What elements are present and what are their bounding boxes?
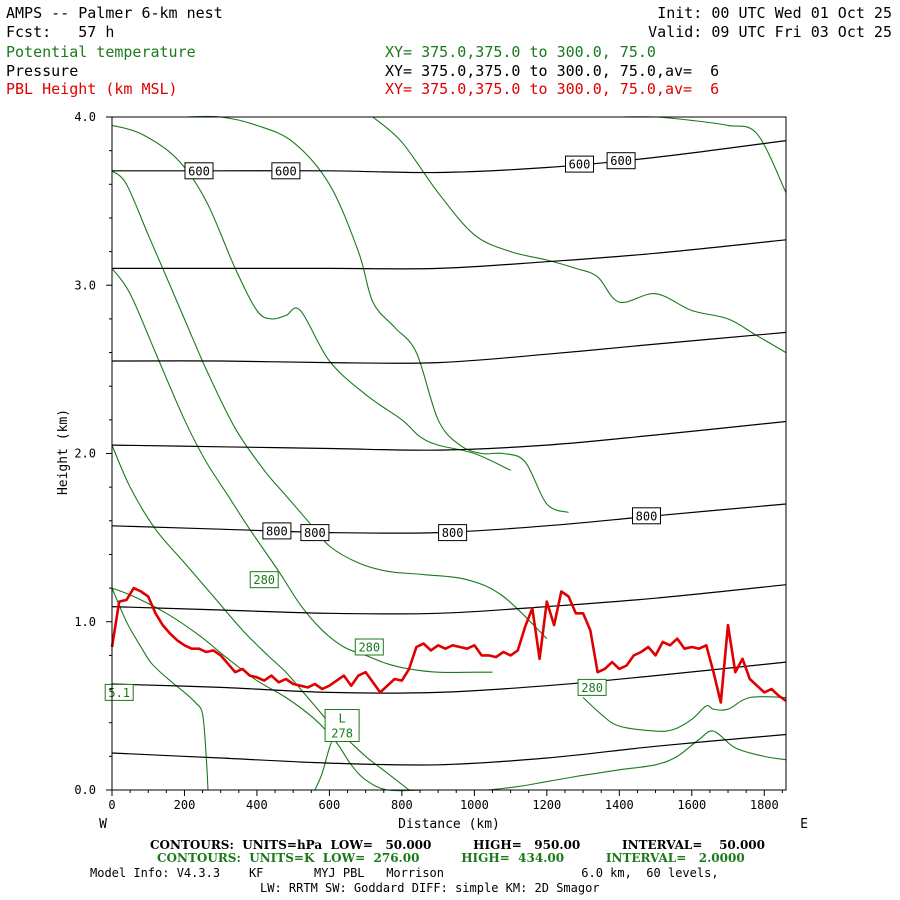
theta-contour-line [111, 170, 548, 639]
x-tick-label: 1400 [605, 798, 634, 812]
x-axis-label: Distance (km) [398, 817, 500, 832]
model-title: AMPS -- Palmer 6-km nest [6, 4, 223, 22]
pressure-contour-label: 800 [266, 524, 288, 538]
pbl-height-line [110, 586, 787, 704]
y-tick-label: 3.0 [74, 278, 96, 292]
pressure-contour-label-box [632, 507, 661, 525]
field-name-theta: Potential temperature [6, 43, 196, 61]
footer-model-info: Model Info: V4.3.3 KF MYJ PBL Morrison 6… [90, 866, 719, 880]
pressure-contour-label: 800 [636, 509, 658, 523]
low-center-value: 278 [331, 727, 353, 741]
valid-time: Valid: 09 UTC Fri 03 Oct 25 [648, 23, 892, 41]
pressure-contour-label-box [300, 524, 330, 542]
x-tick-label: 1800 [750, 798, 779, 812]
theta-contour-line [488, 730, 787, 791]
theta-contour-line [619, 116, 787, 193]
theta-contour-line [111, 587, 439, 792]
x-tick-label: 600 [319, 798, 341, 812]
field-xy-theta: XY= 375.0,375.0 to 300.0, 75.0 [385, 43, 656, 61]
x-tick-label: 400 [246, 798, 268, 812]
pressure-contour-line [111, 733, 787, 766]
pressure-contour-line [111, 331, 787, 364]
pressure-contour-line [111, 661, 787, 694]
theta-contour-line [111, 124, 511, 471]
theta-contours [111, 115, 787, 792]
pressure-contour-line [111, 420, 787, 451]
pressure-contours [111, 140, 787, 766]
plot-frame [111, 116, 787, 791]
x-tick-label: 1200 [532, 798, 561, 812]
theta-contour-label-box [249, 571, 279, 589]
theta-contour-line [111, 587, 209, 791]
pressure-contour-line [111, 584, 787, 615]
pressure-contour-label: 600 [275, 164, 297, 178]
low-center-symbol: L [338, 712, 345, 726]
footer-contours-pressure: CONTOURS: UNITS=hPa LOW= 50.000 HIGH= 95… [150, 838, 766, 852]
x-tick-label: 1000 [460, 798, 489, 812]
x-tick-label: 0 [108, 798, 115, 812]
pressure-contour-label-box [271, 162, 301, 180]
field-xy-pbl: XY= 375.0,375.0 to 300.0, 75.0,av= 6 [385, 80, 720, 98]
theta-contour-label-box [577, 678, 607, 696]
field-xy-pressure: XY= 375.0,375.0 to 300.0, 75.0,av= 6 [385, 62, 720, 80]
pressure-contour-label: 800 [442, 526, 464, 540]
west-label: W [99, 817, 107, 832]
pressure-contour-line [112, 140, 787, 174]
theta-contour-label: 5.1 [108, 686, 130, 700]
y-tick-label: 1.0 [74, 615, 96, 629]
y-tick-label: 4.0 [74, 110, 96, 124]
y-tick-label: 0.0 [74, 783, 96, 797]
theta-contour-line [372, 116, 787, 354]
pressure-contour-line [112, 239, 787, 270]
pressure-contour-label: 600 [569, 158, 591, 172]
theta-contour-line [184, 115, 569, 513]
theta-contour-label: 280 [358, 641, 380, 655]
pressure-contour-label-box [262, 522, 292, 540]
forecast-hour: Fcst: 57 h [6, 23, 115, 41]
pressure-contour-label-box [565, 155, 594, 173]
x-tick-label: 800 [391, 798, 413, 812]
x-tick-label: 1600 [677, 798, 706, 812]
east-label: E [800, 817, 808, 832]
footer-physics: LW: RRTM SW: Goddard DIFF: simple KM: 2D… [260, 881, 600, 895]
x-tick-label: 200 [174, 798, 196, 812]
pbl-height-series [110, 586, 787, 704]
pressure-contour-label: 600 [610, 154, 632, 168]
pressure-contour-label-box [438, 524, 468, 542]
y-axis-label: Height (km) [56, 409, 71, 495]
pressure-contour-label-box [606, 152, 636, 170]
y-tick-label: 2.0 [74, 447, 96, 461]
theta-contour-line [111, 268, 493, 674]
pressure-contour-label-box [184, 162, 214, 180]
axes: 0 200 400 600 800 1000 1200 1400 1600 1800 0.0 1.0 2… [74, 110, 783, 812]
pressure-contour-label: 600 [188, 164, 210, 178]
field-name-pbl: PBL Height (km MSL) [6, 80, 178, 98]
footer-contours-theta: CONTOURS: UNITS=K LOW= 276.00 HIGH= 434.… [157, 851, 745, 865]
init-time: Init: 00 UTC Wed 01 Oct 25 [657, 4, 892, 22]
theta-contour-label: 280 [253, 573, 275, 587]
theta-contour-line [582, 696, 787, 732]
theta-contour-line [111, 444, 410, 791]
low-center-box [324, 709, 360, 742]
theta-contour-label: 280 [581, 681, 603, 695]
pressure-contour-label: 800 [304, 526, 326, 540]
theta-contour-label-box [354, 638, 384, 656]
field-name-pressure: Pressure [6, 62, 79, 80]
